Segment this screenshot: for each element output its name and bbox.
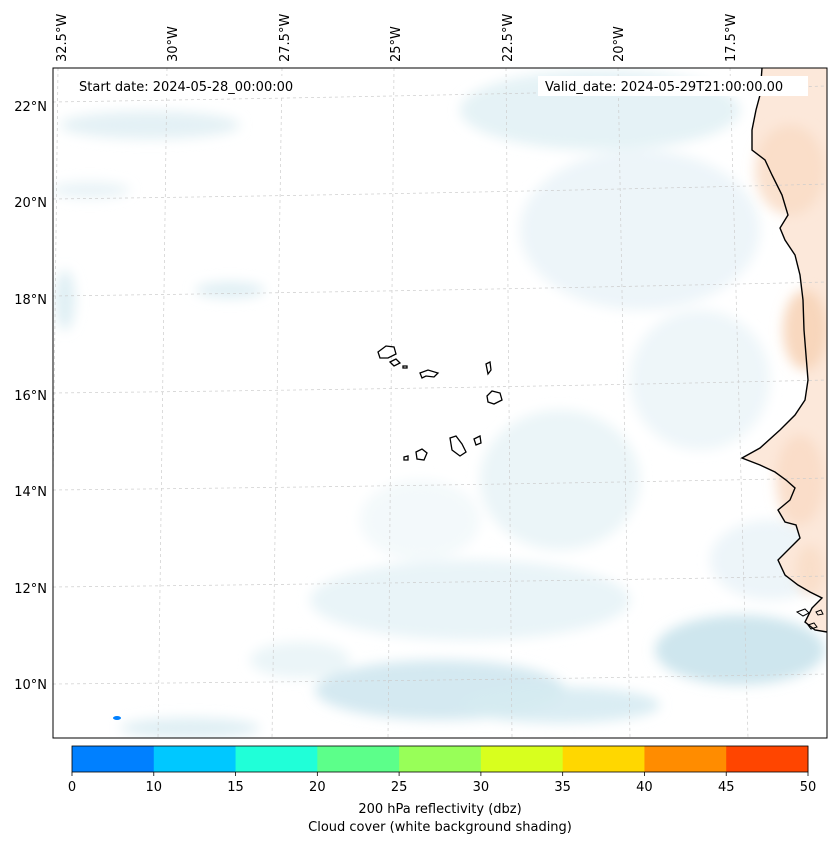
island-sal — [485, 361, 492, 376]
bijagos-islands — [795, 608, 824, 630]
colorbar-tick-label: 40 — [636, 780, 653, 795]
lat-label-12n: 12°N — [14, 582, 47, 597]
africa-coastline — [740, 68, 827, 633]
plot-frame — [52, 67, 828, 739]
colorbar-tick-label: 45 — [718, 780, 735, 795]
lat-label-14n: 14°N — [14, 485, 47, 500]
island-santiago — [449, 435, 467, 457]
lon-label-20w: 20°W — [612, 26, 627, 62]
colorbar-segment — [480, 746, 564, 772]
gridlines — [53, 68, 827, 738]
colorbar-segment — [317, 746, 400, 772]
island-santa-luzia — [402, 365, 408, 369]
colorbar-tick-label: 10 — [146, 780, 163, 795]
lat-label-22n: 22°N — [14, 100, 47, 115]
valid-date-box: Valid_date: 2024-05-29T21:00:00.00 — [538, 76, 808, 96]
longitude-labels: 32.5°W 30°W 27.5°W 25°W 22.5°W 20°W 17.5… — [55, 14, 739, 62]
colorbar-tick-label: 0 — [68, 780, 76, 795]
island-boa-vista — [486, 390, 503, 405]
island-sao-nicolau — [419, 369, 440, 379]
cape-verde-islands — [377, 345, 503, 461]
colorbar-segment — [562, 746, 645, 772]
colorbar-segment — [399, 746, 482, 772]
valid-date-label: Valid_date: 2024-05-29T21:00:00.00 — [545, 80, 783, 95]
plot-content: Start date: 2024-05-28_00:00:00 Valid_da… — [53, 68, 827, 738]
lon-label-25w: 25°W — [389, 26, 404, 62]
colorbar-tick-label: 50 — [800, 780, 817, 795]
colorbar-segment — [726, 746, 809, 772]
lat-label-10n: 10°N — [14, 678, 47, 693]
colorbar-tick-label: 15 — [227, 780, 244, 795]
colorbar-tick-label: 20 — [309, 780, 326, 795]
island-santo-antao — [377, 345, 397, 359]
island-fogo — [415, 448, 428, 461]
colorbar: 0 10 15 20 25 30 35 40 45 50 200 hPa reflectivity… — [68, 745, 816, 835]
colorbar-ticks: 0 10 15 20 25 30 35 40 45 50 — [68, 772, 816, 795]
colorbar-segment — [235, 746, 318, 772]
colorbar-segment — [153, 746, 237, 772]
island-maio — [473, 435, 482, 446]
start-date-box: Start date: 2024-05-28_00:00:00 — [72, 76, 316, 96]
lat-label-16n: 16°N — [14, 389, 47, 404]
colorbar-segment — [72, 746, 155, 772]
lon-label-17-5w: 17.5°W — [724, 14, 739, 62]
colorbar-frame — [71, 745, 809, 773]
lon-label-27-5w: 27.5°W — [278, 14, 293, 62]
colorbar-segment — [644, 746, 727, 772]
island-sao-vicente — [388, 358, 402, 367]
colorbar-tick-label: 35 — [554, 780, 571, 795]
reflectivity-echo — [113, 716, 121, 720]
island-brava — [403, 455, 409, 461]
colorbar-sublabel: Cloud cover (white background shading) — [308, 820, 572, 835]
lat-label-18n: 18°N — [14, 293, 47, 308]
lat-label-20n: 20°N — [14, 196, 47, 211]
lon-label-32-5w: 32.5°W — [55, 14, 70, 62]
colorbar-label: 200 hPa reflectivity (dbz) — [358, 802, 521, 817]
colorbar-tick-label: 30 — [473, 780, 490, 795]
colorbar-tick-label: 25 — [391, 780, 408, 795]
latitude-labels: 22°N 20°N 18°N 16°N 14°N 12°N 10°N — [14, 100, 47, 693]
lon-label-30w: 30°W — [166, 26, 181, 62]
lon-label-22-5w: 22.5°W — [501, 14, 516, 62]
colorbar-segments — [72, 746, 809, 772]
start-date-label: Start date: 2024-05-28_00:00:00 — [79, 80, 293, 95]
